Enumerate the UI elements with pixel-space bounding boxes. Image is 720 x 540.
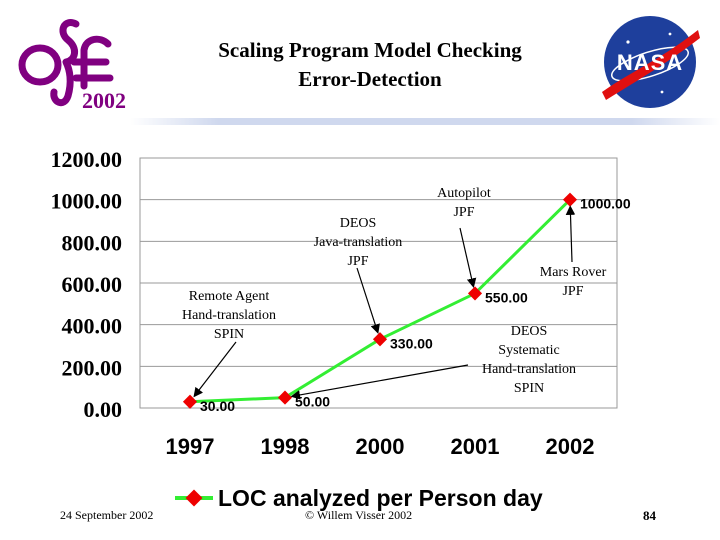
nasa-swoosh [602, 30, 700, 100]
data-point [562, 192, 578, 207]
legend-swatch [175, 489, 213, 507]
marker-layer [182, 192, 578, 409]
data-point [372, 332, 388, 347]
x-tick-label: 2002 [546, 434, 595, 459]
nasa-star [668, 32, 672, 36]
annotation-remote-agent: Remote Agent Hand-translation SPIN [181, 289, 277, 342]
logo-year: 2002 [82, 88, 126, 113]
footer-copyright: © Willem Visser 2002 [305, 508, 413, 522]
annotation-arrow [356, 267, 380, 334]
data-label: 30.00 [200, 398, 235, 414]
x-tick-label: 1998 [261, 434, 310, 459]
y-tick-label: 1000.00 [51, 189, 123, 214]
header-divider [130, 118, 720, 125]
annotation-arrow [459, 227, 477, 288]
annotation-deos-systematic: DEOS Systematic Hand-translation SPIN [481, 324, 577, 396]
legend-label: LOC analyzed per Person day [218, 485, 543, 511]
y-tick-label: 400.00 [62, 314, 123, 339]
data-label: 330.00 [390, 335, 433, 351]
logo-s-shape [50, 19, 80, 107]
x-tick-label: 2001 [451, 434, 500, 459]
x-tick-label: 2000 [356, 434, 405, 459]
nasa-logo: NASA [602, 16, 700, 108]
slide-title: Scaling Program Model Checking Error-Det… [150, 36, 590, 94]
logo-o-shape [18, 44, 62, 86]
annotation-arrow [290, 364, 469, 400]
nasa-star [660, 90, 664, 94]
data-point [467, 286, 483, 301]
annotation-arrow [565, 205, 576, 263]
data-label: 550.00 [485, 289, 528, 305]
title-line-1: Scaling Program Model Checking [218, 38, 522, 62]
footer-date: 24 September 2002 [60, 508, 154, 522]
annotation-arrow [193, 341, 237, 398]
annotation-mars-rover: Mars Rover JPF [539, 265, 607, 299]
plot-frame [139, 157, 618, 409]
data-label: 50.00 [295, 394, 330, 410]
x-tick-label: 1997 [166, 434, 215, 459]
y-tick-label: 200.00 [62, 355, 123, 380]
logo-f-shape [70, 35, 114, 90]
y-tick-label: 800.00 [62, 230, 123, 255]
data-label: 1000.00 [580, 196, 631, 212]
label-layer: 30.00 50.00 330.00 550.00 1000.00 [200, 196, 631, 414]
data-point [277, 390, 293, 405]
annotation-autopilot: Autopilot JPF [437, 186, 491, 220]
nasa-wordmark: NASA [617, 50, 683, 75]
arrow-layer [193, 205, 576, 400]
y-tick-label: 600.00 [62, 272, 123, 297]
y-tick-label: 0.00 [84, 397, 123, 422]
nasa-star [626, 40, 630, 44]
title-line-2: Error-Detection [298, 67, 442, 91]
nasa-orbit [611, 46, 689, 82]
osf-logo [18, 19, 114, 107]
annotation-deos-java: DEOS Java-translation JPF [313, 216, 403, 269]
data-point [182, 394, 198, 409]
page-number: 84 [643, 508, 656, 523]
legend-marker [185, 489, 203, 507]
axis-layer: 0.00 200.00 400.00 600.00 800.00 1000.00 1200.… [51, 147, 618, 459]
y-tick-label: 1200.00 [51, 147, 123, 172]
